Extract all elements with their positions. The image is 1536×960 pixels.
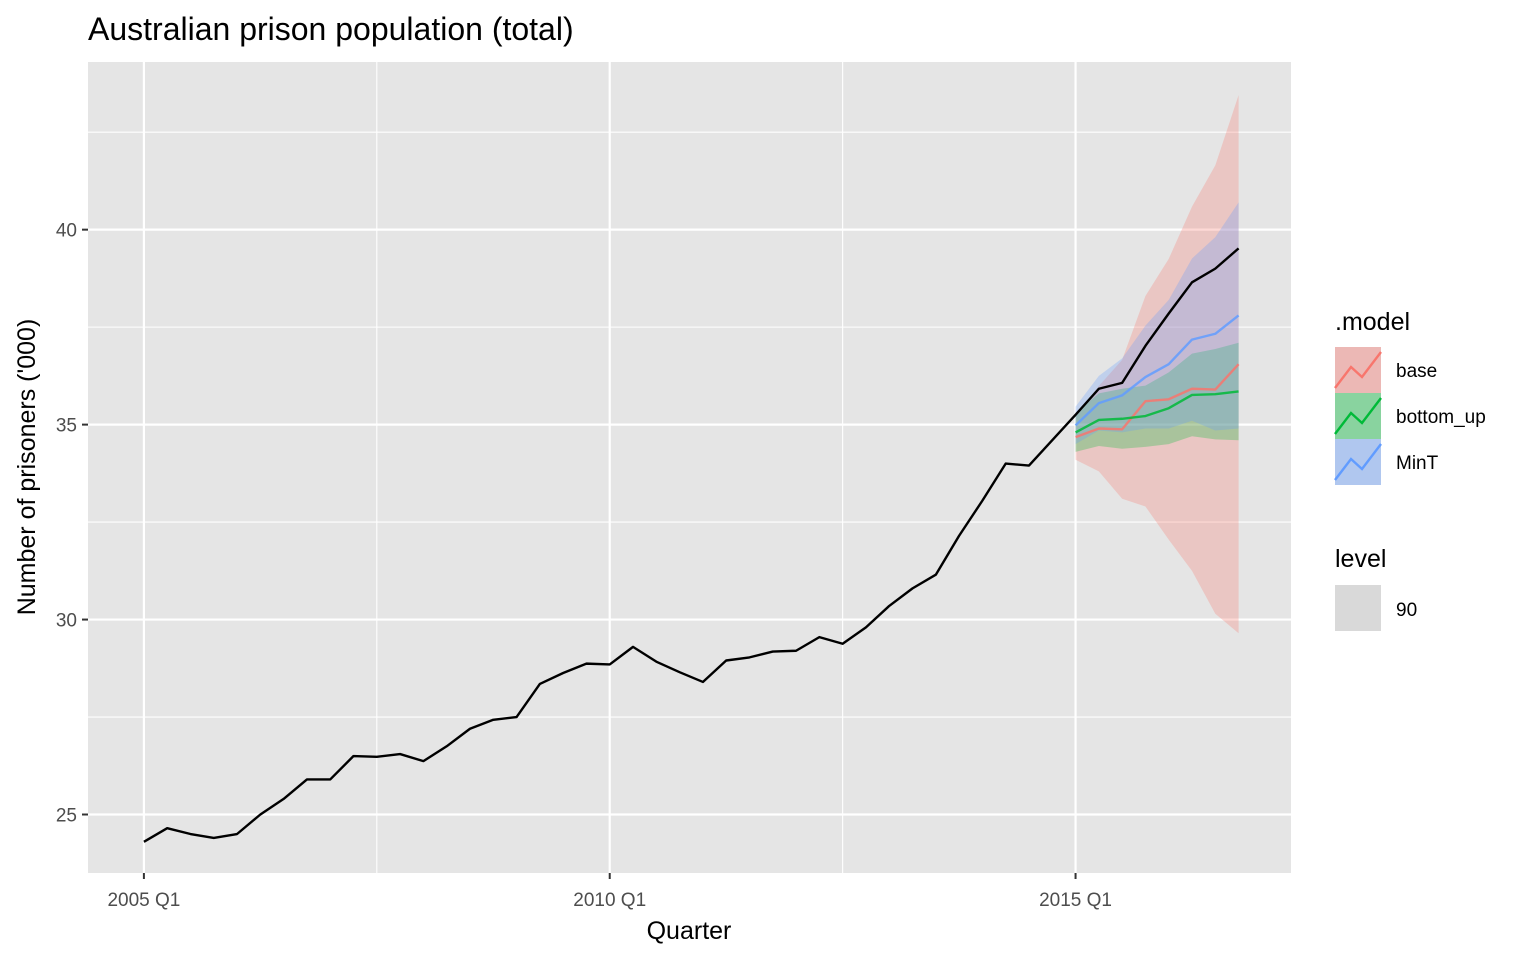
y-tick-label: 30 <box>56 611 77 632</box>
legend: .model base bottom_up MinT level 90 <box>1334 308 1486 631</box>
y-axis-title: Number of prisoners ('000) <box>13 319 41 616</box>
legend-model-keys: base bottom_up MinT <box>1334 347 1486 485</box>
legend-label-level: 90 <box>1396 600 1417 621</box>
forecast-line-base <box>1075 363 1240 439</box>
legend-key-bg <box>1335 393 1381 439</box>
chart-title: Australian prison population (total) <box>88 11 574 47</box>
y-tick-label: 35 <box>56 416 77 437</box>
x-tick-label: 2005 Q1 <box>107 890 180 911</box>
x-tick-label: 2015 Q1 <box>1039 890 1112 911</box>
plot-panel <box>88 62 1291 873</box>
legend-key-fill-base <box>1335 347 1381 393</box>
legend-title-model: .model <box>1335 308 1410 336</box>
y-axis: 25 30 35 40 <box>56 221 88 827</box>
forecast-line-MinT <box>1074 314 1240 427</box>
legend-key-line-base <box>1334 351 1382 389</box>
x-axis-title: Quarter <box>647 917 732 945</box>
legend-key-bg <box>1335 347 1381 393</box>
legend-label-base: base <box>1396 361 1437 382</box>
legend-key-fill-bottom-up <box>1335 393 1381 439</box>
x-tick-label: 2010 Q1 <box>573 890 646 911</box>
legend-key-fill-MinT <box>1335 439 1381 485</box>
grid-minor <box>88 62 1291 873</box>
interval-band-base <box>1075 95 1239 634</box>
legend-key-bg <box>1335 439 1381 485</box>
legend-label-MinT: MinT <box>1396 453 1439 474</box>
actual-series <box>143 247 1240 843</box>
forecast-line-bottom-up <box>1074 390 1239 434</box>
x-axis: 2005 Q1 2010 Q1 2015 Q1 <box>107 873 1112 911</box>
legend-label-bottom-up: bottom_up <box>1396 407 1486 428</box>
legend-key-line-bottom-up <box>1334 397 1382 435</box>
y-tick-label: 40 <box>56 221 77 242</box>
legend-level-keys: 90 <box>1335 585 1417 631</box>
y-tick-label: 25 <box>56 806 77 827</box>
legend-key-level <box>1335 585 1381 631</box>
forecast-lines <box>1074 314 1240 439</box>
interval-band-bottom-up <box>1075 342 1239 452</box>
legend-key-line-MinT <box>1334 443 1382 481</box>
legend-title-level: level <box>1335 545 1386 573</box>
actual-line <box>143 247 1240 843</box>
